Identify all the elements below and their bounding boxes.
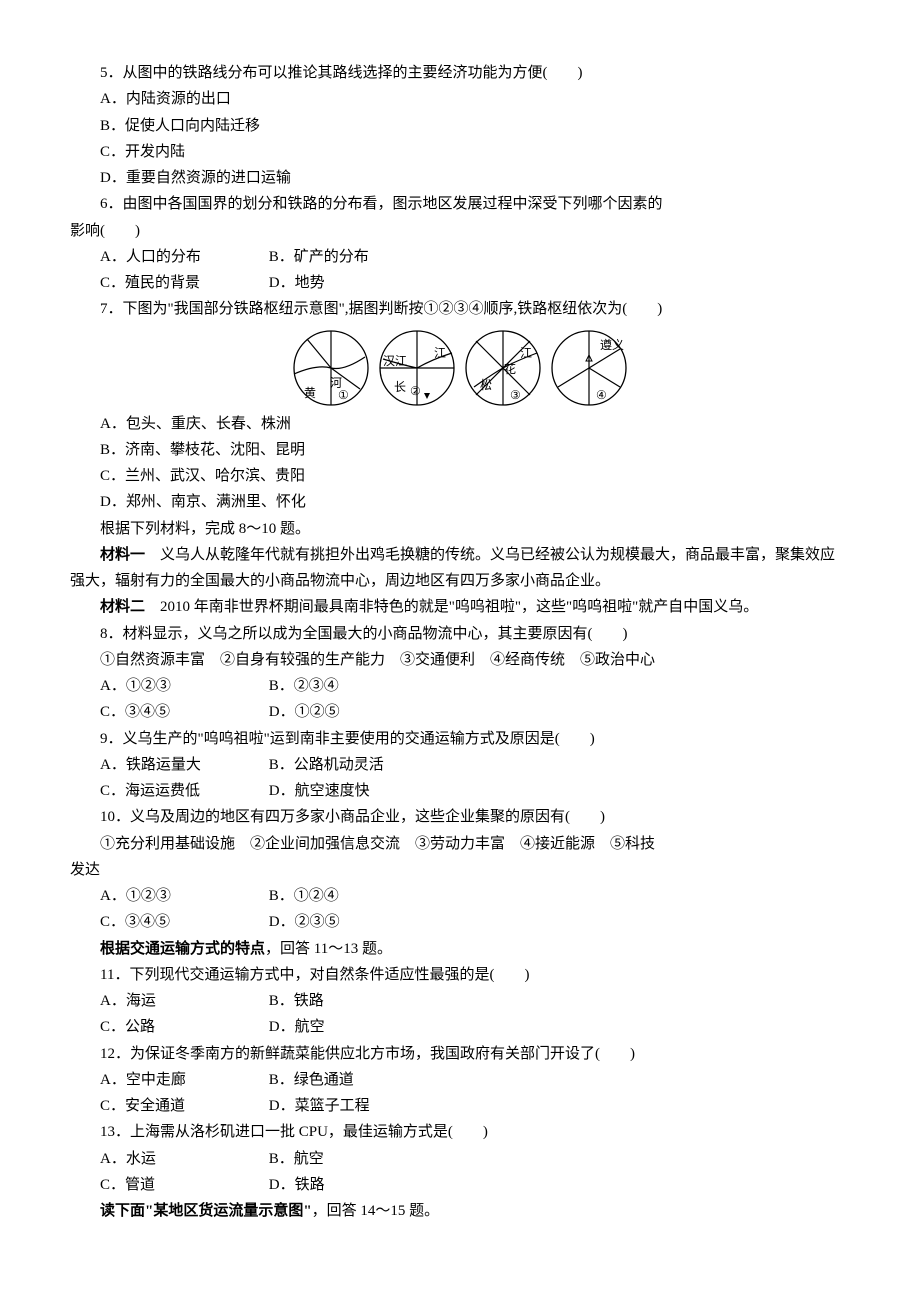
hub2-label-jiang: 江 (434, 343, 446, 364)
q6-stem-line2: 影响( ) (70, 218, 850, 244)
q13-stem: 13．上海需从洛杉矶进口一批 CPU，最佳运输方式是( ) (70, 1119, 850, 1145)
hub4-number: ④ (596, 385, 607, 406)
q13-opts-ab: A．水运 B．航空 (70, 1146, 850, 1172)
material-1-text: 义乌人从乾隆年代就有挑担外出鸡毛换糖的传统。义乌已经被公认为规模最大，商品最丰富… (70, 547, 835, 589)
q5-opt-d: D．重要自然资源的进口运输 (70, 165, 850, 191)
q10-opts-ab: A．①②③ B．①②④ (70, 883, 850, 909)
q7-opt-b: B．济南、攀枝花、沈阳、昆明 (70, 437, 850, 463)
q12-stem: 12．为保证冬季南方的新鲜蔬菜能供应北方市场，我国政府有关部门开设了( ) (70, 1041, 850, 1067)
material-1: 材料一 义乌人从乾隆年代就有挑担外出鸡毛换糖的传统。义乌已经被公认为规模最大，商… (70, 542, 850, 595)
q12-opts-ab: A．空中走廊 B．绿色通道 (70, 1067, 850, 1093)
q13-opt-d: D．铁路 (269, 1172, 325, 1198)
instruction-11-13-rest: ，回答 11～13 题。 (265, 941, 392, 957)
q6-opts-cd: C．殖民的背景 D．地势 (70, 270, 850, 296)
q10-stem: 10．义乌及周边的地区有四万多家小商品企业，这些企业集聚的原因有( ) (70, 804, 850, 830)
q11-opt-a: A．海运 (100, 988, 265, 1014)
q5-opt-a: A．内陆资源的出口 (70, 86, 850, 112)
q8-opt-a: A．①②③ (100, 673, 265, 699)
q7-opt-d: D．郑州、南京、满洲里、怀化 (70, 489, 850, 515)
railway-hub-diagram: 黄 河 ① 汉江 长 江 ② 松 花 江 ③ (70, 329, 850, 407)
q10-circles-line1: ①充分利用基础设施 ②企业间加强信息交流 ③劳动力丰富 ④接近能源 ⑤科技 (70, 831, 850, 857)
instruction-14-15: 读下面"某地区货运流量示意图"，回答 14～15 题。 (70, 1198, 850, 1224)
q6-opt-d: D．地势 (269, 270, 325, 296)
q11-opt-c: C．公路 (100, 1014, 265, 1040)
q12-opt-a: A．空中走廊 (100, 1067, 265, 1093)
hub-circle-1: 黄 河 ① (292, 329, 370, 407)
hub3-label-song: 松 (480, 375, 492, 396)
q6-opts-ab: A．人口的分布 B．矿产的分布 (70, 244, 850, 270)
q6-opt-a: A．人口的分布 (100, 244, 265, 270)
hub2-label-chang: 长 (394, 377, 406, 398)
q11-opts-cd: C．公路 D．航空 (70, 1014, 850, 1040)
hub2-label-hanjiang: 汉江 (383, 351, 407, 372)
material-2: 材料二 2010 年南非世界杯期间最具南非特色的就是"呜呜祖啦"，这些"呜呜祖啦… (70, 594, 850, 620)
material-2-text: 2010 年南非世界杯期间最具南非特色的就是"呜呜祖啦"，这些"呜呜祖啦"就产自… (145, 599, 758, 615)
q6-opt-c: C．殖民的背景 (100, 270, 265, 296)
q13-opt-b: B．航空 (269, 1146, 324, 1172)
q8-opts-ab: A．①②③ B．②③④ (70, 673, 850, 699)
q6-stem-line1: 6．由图中各国国界的划分和铁路的分布看，图示地区发展过程中深受下列哪个因素的 (70, 191, 850, 217)
hub1-label-huang: 黄 (304, 383, 316, 404)
q7-opt-a: A．包头、重庆、长春、株洲 (70, 411, 850, 437)
q8-opts-cd: C．③④⑤ D．①②⑤ (70, 699, 850, 725)
q12-opt-d: D．菜篮子工程 (269, 1093, 370, 1119)
q10-opts-cd: C．③④⑤ D．②③⑤ (70, 909, 850, 935)
q8-circles: ①自然资源丰富 ②自身有较强的生产能力 ③交通便利 ④经商传统 ⑤政治中心 (70, 647, 850, 673)
hub3-label-jiang: 江 (520, 343, 532, 364)
q11-opt-b: B．铁路 (269, 988, 324, 1014)
instruction-8-10: 根据下列材料，完成 8～10 题。 (70, 516, 850, 542)
q9-opts-cd: C．海运运费低 D．航空速度快 (70, 778, 850, 804)
q9-opts-ab: A．铁路运量大 B．公路机动灵活 (70, 752, 850, 778)
hub3-label-hua: 花 (504, 359, 516, 380)
q10-opt-a: A．①②③ (100, 883, 265, 909)
q11-opt-d: D．航空 (269, 1014, 325, 1040)
q8-opt-d: D．①②⑤ (269, 699, 340, 725)
instruction-11-13-bold: 根据交通运输方式的特点 (100, 941, 265, 957)
q8-stem: 8．材料显示，义乌之所以成为全国最大的小商品物流中心，其主要原因有( ) (70, 621, 850, 647)
q8-opt-c: C．③④⑤ (100, 699, 265, 725)
q12-opts-cd: C．安全通道 D．菜篮子工程 (70, 1093, 850, 1119)
q5-stem: 5．从图中的铁路线分布可以推论其路线选择的主要经济功能为方便( ) (70, 60, 850, 86)
hub-circle-2: 汉江 长 江 ② (378, 329, 456, 407)
instruction-14-15-bold: 读下面"某地区货运流量示意图" (100, 1203, 312, 1219)
hub2-number: ② (410, 381, 421, 402)
instruction-14-15-rest: ，回答 14～15 题。 (312, 1203, 440, 1219)
q10-opt-d: D．②③⑤ (269, 909, 340, 935)
q13-opts-cd: C．管道 D．铁路 (70, 1172, 850, 1198)
hub1-number: ① (338, 385, 349, 406)
q11-stem: 11．下列现代交通运输方式中，对自然条件适应性最强的是( ) (70, 962, 850, 988)
q10-circles-line2: 发达 (70, 857, 850, 883)
hub-circle-4: 遵义 ④ (550, 329, 628, 407)
q7-opt-c: C．兰州、武汉、哈尔滨、贵阳 (70, 463, 850, 489)
q5-opt-b: B．促使人口向内陆迁移 (70, 113, 850, 139)
q9-stem: 9．义乌生产的"呜呜祖啦"运到南非主要使用的交通运输方式及原因是( ) (70, 726, 850, 752)
q10-opt-b: B．①②④ (269, 883, 339, 909)
q8-opt-b: B．②③④ (269, 673, 339, 699)
q10-opt-c: C．③④⑤ (100, 909, 265, 935)
material-2-label: 材料二 (100, 599, 145, 615)
hub3-number: ③ (510, 385, 521, 406)
q13-opt-c: C．管道 (100, 1172, 265, 1198)
q11-opts-ab: A．海运 B．铁路 (70, 988, 850, 1014)
q7-stem: 7．下图为"我国部分铁路枢纽示意图",据图判断按①②③④顺序,铁路枢纽依次为( … (70, 296, 850, 322)
material-1-label: 材料一 (100, 547, 145, 563)
hub-circle-3: 松 花 江 ③ (464, 329, 542, 407)
instruction-11-13: 根据交通运输方式的特点，回答 11～13 题。 (70, 936, 850, 962)
q9-opt-a: A．铁路运量大 (100, 752, 265, 778)
hub4-label-zunyi: 遵义 (600, 335, 624, 356)
q5-opt-c: C．开发内陆 (70, 139, 850, 165)
q9-opt-c: C．海运运费低 (100, 778, 265, 804)
q12-opt-c: C．安全通道 (100, 1093, 265, 1119)
q9-opt-b: B．公路机动灵活 (269, 752, 384, 778)
q12-opt-b: B．绿色通道 (269, 1067, 354, 1093)
q13-opt-a: A．水运 (100, 1146, 265, 1172)
q9-opt-d: D．航空速度快 (269, 778, 370, 804)
q6-opt-b: B．矿产的分布 (269, 244, 369, 270)
